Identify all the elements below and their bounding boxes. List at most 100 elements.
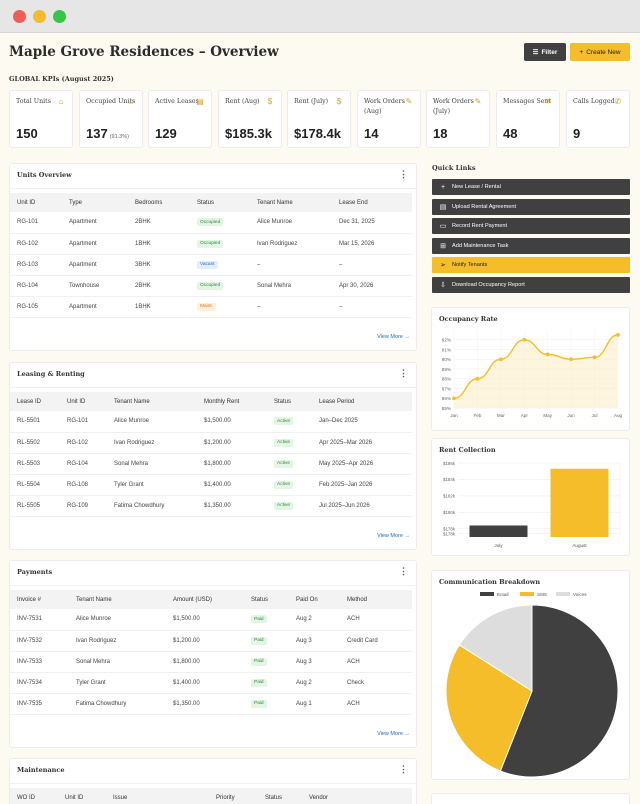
divider bbox=[10, 585, 416, 586]
table-row[interactable]: INV-7531 Alice Munroe $1,500.00 Paid Aug 2 AC… bbox=[10, 609, 412, 631]
column-header[interactable]: Monthly Rent bbox=[197, 392, 267, 411]
column-header[interactable]: Status bbox=[190, 193, 250, 212]
column-header[interactable]: Tenant Name bbox=[69, 590, 166, 609]
table-row[interactable]: RG-101 Apartment 2BHK Occupied Alice Munroe D… bbox=[10, 212, 412, 234]
quick-link-new-lease-rental[interactable]: + New Lease / Rental bbox=[432, 179, 630, 195]
close-window-button[interactable] bbox=[13, 10, 26, 23]
table-cell: $1,400.00 bbox=[197, 474, 267, 496]
table-cell: Aug 1 bbox=[289, 693, 340, 715]
column-header[interactable]: Status bbox=[258, 788, 302, 804]
column-header[interactable]: Tenant Name bbox=[250, 193, 332, 212]
table-row[interactable]: RG-105 Apartment 1BHK Maint. – – bbox=[10, 296, 412, 318]
table-cell: Mar 15, 2026 bbox=[332, 233, 412, 255]
table-row[interactable]: RG-104 Townhouse 2BHK Occupied Sonal Mehra Ap… bbox=[10, 275, 412, 297]
table-header-row: Unit ID Type Bedrooms Status Tenant Name Leas… bbox=[10, 193, 412, 212]
units-table: Unit ID Type Bedrooms Status Tenant Name Leas… bbox=[10, 193, 412, 318]
table-row[interactable]: RG-102 Apartment 1BHK Occupied Ivan Rodrigue… bbox=[10, 233, 412, 255]
quick-link-add-maintenance-task[interactable]: ⊞ Add Maintenance Task bbox=[432, 237, 630, 254]
status-badge: Active bbox=[274, 417, 294, 426]
column-header[interactable]: Method bbox=[340, 590, 412, 609]
cell-text: Alice Munroe bbox=[114, 418, 150, 425]
kpi-value: $178.4k bbox=[294, 126, 341, 141]
home-icon: ⌂ bbox=[128, 97, 134, 106]
table-cell: RL-5503 bbox=[10, 453, 60, 475]
kpi-value-number: $178.4k bbox=[294, 126, 341, 141]
table-cell: RG-104 bbox=[10, 275, 62, 297]
column-header[interactable]: Lease End bbox=[332, 193, 412, 212]
table-row[interactable]: INV-7532 Ivan Rodriguez $1,200.00 Paid Aug 3… bbox=[10, 630, 412, 652]
table-row[interactable]: INV-7534 Tyler Grant $1,400.00 Paid Aug 2 Che… bbox=[10, 672, 412, 694]
cell-text: RG-108 bbox=[67, 481, 89, 488]
cell-text: $1,350.00 bbox=[204, 502, 231, 509]
table-row[interactable]: RG-103 Apartment 3BHK Vacant – – bbox=[10, 254, 412, 276]
data-point bbox=[475, 376, 480, 381]
payments-table-body: INV-7531 Alice Munroe $1,500.00 Paid Aug 2 AC… bbox=[10, 609, 412, 715]
leasing-view-more-link[interactable]: View More → bbox=[377, 533, 410, 539]
legend-swatch bbox=[480, 592, 494, 596]
cell-text: Sonal Mehra bbox=[257, 282, 292, 289]
payments-view-more-link[interactable]: View More → bbox=[377, 731, 410, 737]
table-row[interactable]: RL-5504 RG-108 Tyler Grant $1,400.00 Active F… bbox=[10, 474, 412, 496]
table-row[interactable]: RL-5505 RG-109 Fatima Chowdhury $1,350.00 Ac… bbox=[10, 495, 412, 517]
column-header[interactable]: Amount (USD) bbox=[166, 590, 244, 609]
table-cell: Apr 2025–Mar 2026 bbox=[312, 432, 412, 454]
table-cell: 2BHK bbox=[128, 212, 190, 234]
column-header[interactable]: Paid On bbox=[289, 590, 340, 609]
cell-text: 1BHK bbox=[135, 240, 151, 247]
kpi-card: Total Units ⌂ 150 bbox=[9, 90, 73, 148]
column-header[interactable]: Unit ID bbox=[58, 788, 106, 804]
cell-text: $1,800.00 bbox=[204, 460, 231, 467]
more-options-icon[interactable]: ⋮ bbox=[399, 368, 408, 378]
units-view-more-link[interactable]: View More → bbox=[377, 334, 410, 340]
data-point bbox=[522, 337, 527, 342]
minimize-window-button[interactable] bbox=[33, 10, 46, 23]
column-header[interactable]: Invoice # bbox=[10, 590, 69, 609]
cell-text: Alice Munroe bbox=[257, 219, 293, 226]
column-header[interactable]: Unit ID bbox=[10, 193, 62, 212]
filter-button[interactable]: ☰ Filter bbox=[524, 43, 566, 61]
x-tick-label: Jun bbox=[567, 413, 575, 418]
column-header[interactable]: Lease ID bbox=[10, 392, 60, 411]
table-row[interactable]: RL-5501 RG-101 Alice Munroe $1,500.00 Active… bbox=[10, 411, 412, 433]
column-header[interactable]: Vendor bbox=[302, 788, 412, 804]
communication-breakdown-card: Communication Breakdown Email SMS Voices bbox=[431, 570, 630, 780]
kpi-label: Total Units bbox=[16, 98, 51, 105]
table-cell: Feb 2025–Jan 2026 bbox=[312, 474, 412, 496]
window-titlebar bbox=[0, 0, 640, 33]
column-header[interactable]: Status bbox=[244, 590, 289, 609]
table-cell: Apr 30, 2026 bbox=[332, 275, 412, 297]
table-row[interactable]: INV-7533 Sonal Mehra $1,800.00 Paid Aug 3 ACH bbox=[10, 651, 412, 673]
table-row[interactable]: RL-5502 RG-102 Ivan Rodriguez $1,200.00 Acti… bbox=[10, 432, 412, 454]
table-cell: Credit Card bbox=[340, 630, 412, 652]
quick-link-upload-rental-agreement[interactable]: ▤ Upload Rental Agreement bbox=[432, 198, 630, 215]
maximize-window-button[interactable] bbox=[53, 10, 66, 23]
table-row[interactable]: INV-7535 Fatima Chowdhury $1,350.00 Paid Aug… bbox=[10, 693, 412, 715]
table-row[interactable]: RL-5503 RG-104 Sonal Mehra $1,800.00 Active M… bbox=[10, 453, 412, 475]
table-cell: RL-5504 bbox=[10, 474, 60, 496]
column-header[interactable]: Unit ID bbox=[60, 392, 107, 411]
table-cell: Sonal Mehra bbox=[250, 275, 332, 297]
column-header[interactable]: Lease Period bbox=[312, 392, 412, 411]
table-cell: Jan–Dec 2025 bbox=[312, 411, 412, 433]
quick-link-notify-tenants[interactable]: ➢ Notify Tenants bbox=[432, 257, 630, 273]
quick-link-label: Download Occupancy Report bbox=[452, 281, 525, 288]
more-options-icon[interactable]: ⋮ bbox=[399, 169, 408, 179]
more-options-icon[interactable]: ⋮ bbox=[399, 566, 408, 576]
column-header[interactable]: Type bbox=[62, 193, 128, 212]
column-header[interactable]: Bedrooms bbox=[128, 193, 190, 212]
create-new-button[interactable]: + Create New bbox=[570, 43, 630, 61]
column-header[interactable]: WO ID bbox=[10, 788, 58, 804]
column-header[interactable]: Status bbox=[267, 392, 312, 411]
column-header[interactable]: Priority bbox=[209, 788, 258, 804]
column-header[interactable]: Issue bbox=[106, 788, 209, 804]
column-header[interactable]: Tenant Name bbox=[107, 392, 197, 411]
rent-collection-card: Rent Collection $186k $184k $182k $180k $178… bbox=[431, 438, 630, 556]
more-options-icon[interactable]: ⋮ bbox=[399, 764, 408, 774]
x-tick-label: Feb bbox=[473, 413, 481, 418]
quick-link-download-occupancy-report[interactable]: ⇩ Download Occupancy Report bbox=[432, 276, 630, 293]
bar-july bbox=[469, 525, 528, 537]
communication-pie-chart: Email SMS Voices bbox=[445, 592, 619, 778]
quick-link-record-rent-payment[interactable]: ▭ Record Rent Payment bbox=[432, 218, 630, 234]
leasing-table-body: RL-5501 RG-101 Alice Munroe $1,500.00 Active… bbox=[10, 411, 412, 517]
table-cell: RG-102 bbox=[60, 432, 107, 454]
